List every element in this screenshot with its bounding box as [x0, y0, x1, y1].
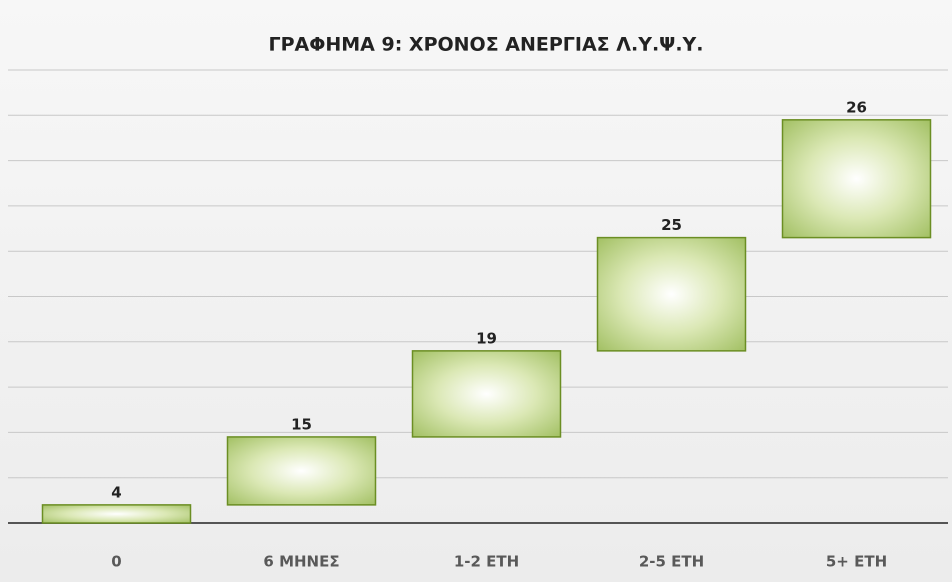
bar — [411, 350, 562, 438]
x-tick-label: 0 — [111, 553, 121, 571]
bar — [41, 504, 192, 524]
data-label: 25 — [661, 216, 682, 234]
data-label: 4 — [111, 483, 121, 501]
bar — [596, 236, 747, 352]
x-tick-label: 5+ ΕΤΗ — [826, 553, 887, 571]
data-label: 19 — [476, 329, 497, 347]
chart-title: ΓΡΑΦΗΜΑ 9: ΧΡΟΝΟΣ ΑΝΕΡΓΙΑΣ Λ.Υ.Ψ.Υ. — [268, 34, 703, 56]
data-label: 26 — [846, 98, 867, 116]
bar — [781, 119, 932, 239]
x-tick-label: 2-5 ΕΤΗ — [639, 553, 704, 571]
data-label: 15 — [291, 415, 312, 433]
x-tick-label: 6 ΜΗΝΕΣ — [263, 553, 339, 571]
x-tick-label: 1-2 ΕΤΗ — [454, 553, 519, 571]
bar — [226, 436, 377, 506]
